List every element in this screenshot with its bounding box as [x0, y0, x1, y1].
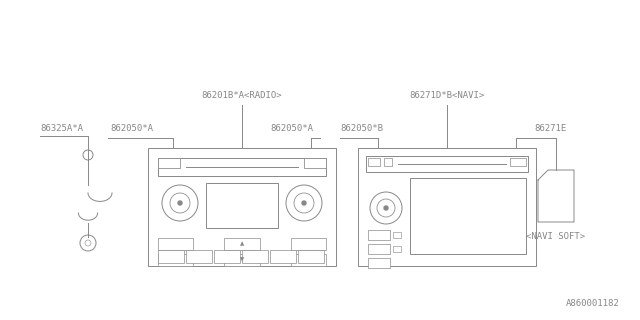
Bar [368, 230, 390, 240]
Text: ▼: ▼ [240, 258, 244, 262]
Text: 86201B*A<RADIO>: 86201B*A<RADIO> [202, 91, 282, 100]
Circle shape [162, 185, 198, 221]
Bar [384, 158, 392, 166]
Text: ▲: ▲ [240, 242, 244, 246]
Bar [510, 158, 526, 166]
Bar [270, 250, 296, 263]
Circle shape [85, 240, 91, 246]
Bar [298, 250, 324, 263]
Bar [158, 254, 193, 266]
Bar [224, 254, 260, 266]
Bar [393, 246, 401, 252]
Bar [242, 250, 268, 263]
Bar [158, 250, 184, 263]
Text: 86271D*B<NAVI>: 86271D*B<NAVI> [410, 91, 484, 100]
Bar [368, 158, 380, 166]
Circle shape [302, 201, 306, 205]
Text: A860001182: A860001182 [566, 299, 620, 308]
Bar [148, 148, 336, 266]
Bar [366, 156, 528, 172]
Circle shape [377, 199, 395, 217]
Bar [158, 158, 326, 176]
Circle shape [83, 150, 93, 160]
Text: 862050*B: 862050*B [340, 124, 383, 133]
Text: 862050*A: 862050*A [270, 124, 313, 133]
Bar [291, 254, 326, 266]
Text: 86325A*A: 86325A*A [40, 124, 83, 133]
Bar [206, 183, 278, 228]
Bar [410, 178, 526, 254]
Bar [291, 238, 326, 250]
Bar [224, 238, 260, 250]
Bar [358, 148, 536, 266]
Bar [304, 158, 326, 168]
Bar [214, 250, 240, 263]
Circle shape [170, 193, 190, 213]
Circle shape [178, 201, 182, 205]
Circle shape [286, 185, 322, 221]
Text: 862050*A: 862050*A [110, 124, 153, 133]
Text: 86271E: 86271E [534, 124, 566, 133]
Circle shape [80, 235, 96, 251]
Bar [368, 244, 390, 254]
Bar [158, 238, 193, 250]
Text: <NAVI SOFT>: <NAVI SOFT> [527, 231, 586, 241]
Bar [368, 258, 390, 268]
Circle shape [294, 193, 314, 213]
Circle shape [384, 206, 388, 210]
Bar [186, 250, 212, 263]
Bar [393, 232, 401, 238]
Circle shape [370, 192, 402, 224]
Bar [158, 158, 180, 168]
